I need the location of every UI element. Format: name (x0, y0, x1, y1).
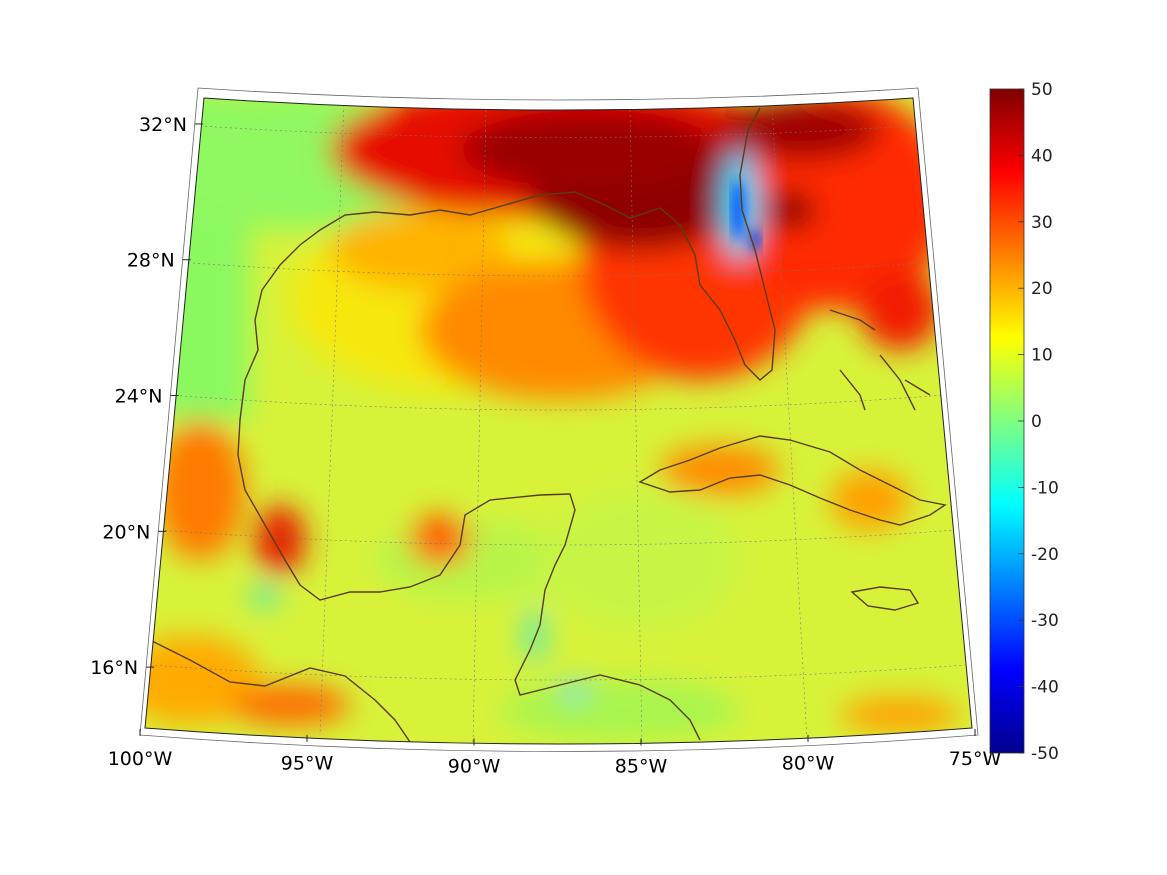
grid-line (159, 529, 956, 546)
colorbar-ticks: 50 40 30 20 10 0 -10 -20 -30 -40 -50 (1018, 80, 1059, 764)
lat-tick-label: 16°N (90, 657, 138, 679)
longitude-labels: 100°W 95°W 90°W 85°W 80°W 75°W (108, 729, 1002, 778)
bahamas-coastline (829, 309, 931, 411)
grid-line (184, 124, 926, 138)
grid-line (177, 261, 936, 277)
grid-line (319, 99, 345, 736)
colorbar-tick-label: 50 (1031, 80, 1053, 100)
lon-tick-label: 80°W (782, 753, 835, 775)
pacific-coastline (149, 639, 411, 743)
colorbar-tick-label: 10 (1031, 346, 1053, 366)
colorbar-tick-label: 0 (1031, 412, 1042, 432)
jamaica-coastline (850, 586, 920, 611)
colorbar-tick-label: -20 (1031, 545, 1059, 565)
map-frame (144, 97, 973, 745)
colorbar-tick-label: -50 (1031, 744, 1059, 764)
colorbar: 50 40 30 20 10 0 -10 -20 -30 -40 -50 (989, 80, 1059, 764)
lat-tick-label: 24°N (115, 386, 163, 408)
lon-tick-label: 100°W (108, 748, 173, 770)
colorbar-tick-label: 40 (1031, 146, 1053, 166)
gulf-coastline (237, 204, 701, 741)
colorbar-tick-label: -30 (1031, 611, 1059, 631)
grid-line (629, 104, 643, 744)
colorbar-tick-label: -10 (1031, 478, 1059, 498)
colorbar-tick-label: 20 (1031, 279, 1053, 299)
data-field (145, 98, 972, 744)
map-frame-outer (139, 87, 979, 752)
lon-tick-label: 85°W (615, 756, 668, 778)
lon-tick-label: 90°W (448, 756, 501, 778)
lon-tick-label: 95°W (281, 753, 334, 775)
lat-tick-label: 32°N (139, 114, 187, 136)
lat-tick-label: 28°N (127, 250, 175, 272)
latitude-labels: 16°N 20°N 24°N 28°N 32°N (90, 114, 203, 679)
florida-coastline (504, 107, 776, 381)
coastlines (149, 107, 947, 743)
lat-tick-label: 20°N (102, 521, 150, 543)
grid-line (771, 102, 808, 743)
colorbar-tick-label: -40 (1031, 678, 1059, 698)
cuba-coastline (638, 435, 947, 526)
colorbar-tick-label: 30 (1031, 213, 1053, 233)
grid-line (169, 394, 946, 411)
lon-tick-label: 75°W (949, 748, 1002, 770)
